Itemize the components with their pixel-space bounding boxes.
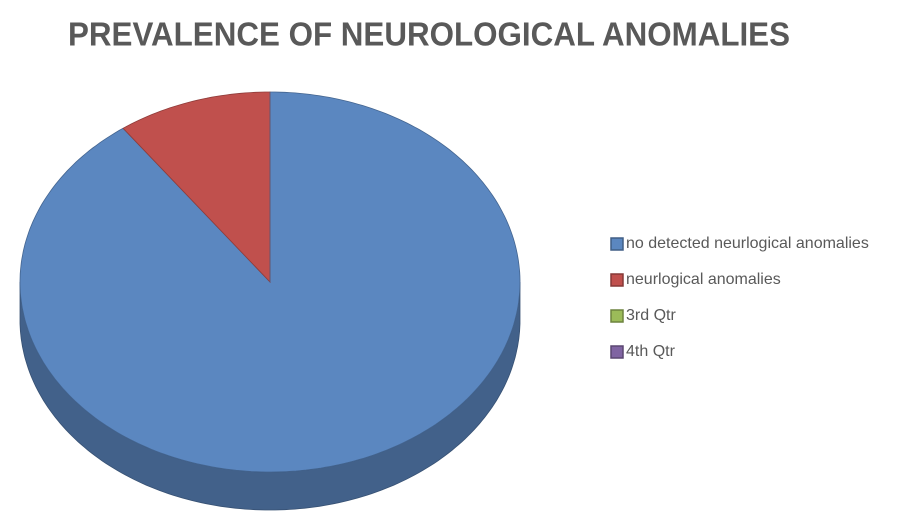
legend-swatch xyxy=(610,237,624,251)
legend-swatch xyxy=(610,273,624,287)
legend: no detected neurlogical anomalies neurlog… xyxy=(610,235,869,360)
legend-label: 3rd Qtr xyxy=(626,307,676,324)
chart-title: PREVALENCE OF NEUROLOGICAL ANOMALIES xyxy=(68,16,790,53)
legend-swatch xyxy=(610,345,624,359)
legend-swatch xyxy=(610,309,624,323)
legend-label: neurlogical anomalies xyxy=(626,271,781,288)
legend-label: 4th Qtr xyxy=(626,343,676,360)
legend-label: no detected neurlogical anomalies xyxy=(626,235,869,252)
pie xyxy=(19,91,521,511)
slice xyxy=(122,91,271,283)
